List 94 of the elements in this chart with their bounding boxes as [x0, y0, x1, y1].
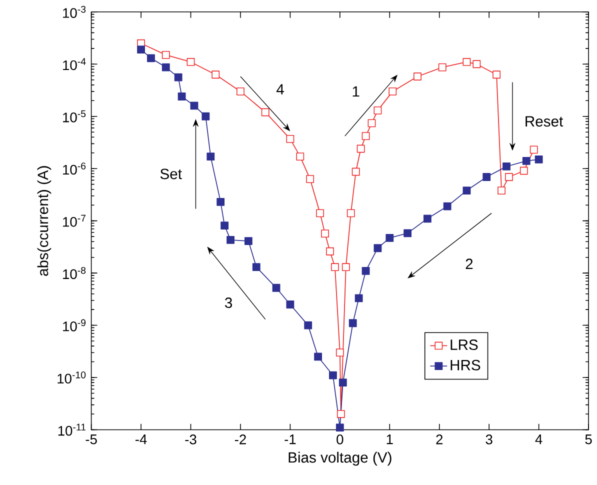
point [472, 60, 481, 68]
point [212, 70, 220, 78]
point [386, 234, 394, 242]
point [534, 155, 543, 164]
point [236, 87, 244, 96]
annotation: Reset [526, 116, 564, 126]
annotation: 1 [352, 86, 360, 96]
point [356, 144, 365, 153]
point [388, 87, 397, 96]
point [482, 172, 491, 181]
point [216, 198, 225, 206]
point [374, 244, 382, 252]
point [244, 236, 252, 245]
y-tick-label: 10$^{-10}$ [58, 371, 86, 384]
point [174, 73, 182, 82]
x-tick-label: 3 [486, 434, 492, 444]
point [306, 174, 314, 183]
point [316, 209, 324, 217]
point [304, 321, 312, 330]
point [330, 262, 339, 271]
point [374, 106, 382, 114]
point [162, 50, 170, 59]
point [498, 186, 506, 194]
point [368, 119, 376, 127]
x-tick-label: -5 [86, 434, 97, 444]
y-tick-label: 10$^{-8}$ [63, 266, 86, 279]
x-tick-label: 5 [585, 434, 592, 444]
point [423, 214, 432, 222]
annotation: Set [160, 168, 182, 180]
legend-label: LRS [450, 339, 478, 350]
point [272, 284, 280, 292]
point [362, 132, 370, 140]
point [162, 63, 170, 72]
x-tick-label: -1 [284, 434, 296, 444]
y-axis-title: abs(ccurrent) (A) [37, 166, 52, 276]
legend-label: HRS [450, 360, 480, 370]
point [348, 319, 357, 327]
x-tick-label: -2 [234, 434, 246, 444]
point [137, 45, 145, 54]
x-tick-label: 2 [436, 434, 443, 444]
point [336, 348, 344, 356]
annotation: 3 [224, 297, 232, 308]
y-tick-label: 10$^{-4}$ [63, 58, 86, 70]
point [186, 58, 195, 66]
point [178, 92, 186, 100]
point [404, 229, 412, 237]
annotation: 2 [466, 258, 473, 269]
x-tick-label: 0 [336, 434, 344, 444]
point [314, 352, 322, 361]
point [505, 172, 513, 181]
point [502, 162, 510, 170]
y-tick-label: 10$^{-9}$ [63, 319, 86, 332]
point [443, 202, 452, 210]
point [326, 247, 334, 256]
point [321, 229, 329, 238]
x-tick-label: 4 [535, 434, 542, 444]
point [438, 63, 446, 72]
point [336, 423, 344, 432]
y-tick-label: 10$^{-3}$ [63, 6, 86, 18]
point [462, 58, 471, 66]
point [286, 300, 294, 308]
point [202, 112, 210, 120]
point [352, 168, 360, 176]
point [522, 156, 530, 165]
x-tick-label: -3 [185, 434, 196, 444]
point [346, 209, 355, 217]
y-tick-label: 10$^{-6}$ [63, 162, 86, 174]
point [261, 108, 270, 116]
point [286, 134, 294, 143]
point [336, 410, 345, 418]
point [520, 166, 528, 175]
x-tick-label: 1 [386, 434, 393, 444]
point [530, 146, 538, 154]
point [338, 378, 347, 386]
y-tick-label: 10$^{-7}$ [63, 214, 86, 227]
point [226, 236, 234, 244]
point [147, 54, 155, 62]
point [414, 72, 422, 80]
point [206, 152, 215, 160]
point [492, 70, 501, 78]
point [362, 266, 370, 275]
point [296, 152, 304, 160]
point [329, 371, 337, 380]
point [190, 102, 198, 110]
point [354, 294, 363, 302]
y-tick-label: 10$^{-11}$ [58, 424, 86, 436]
point [252, 262, 260, 271]
point [342, 262, 350, 271]
point [462, 186, 471, 194]
x-axis-title: Bias voltage (V) [288, 452, 392, 466]
annotation: 4 [276, 84, 284, 94]
y-tick-label: 10$^{-5}$ [63, 110, 86, 122]
x-tick-label: -4 [136, 434, 147, 444]
point [220, 221, 229, 230]
